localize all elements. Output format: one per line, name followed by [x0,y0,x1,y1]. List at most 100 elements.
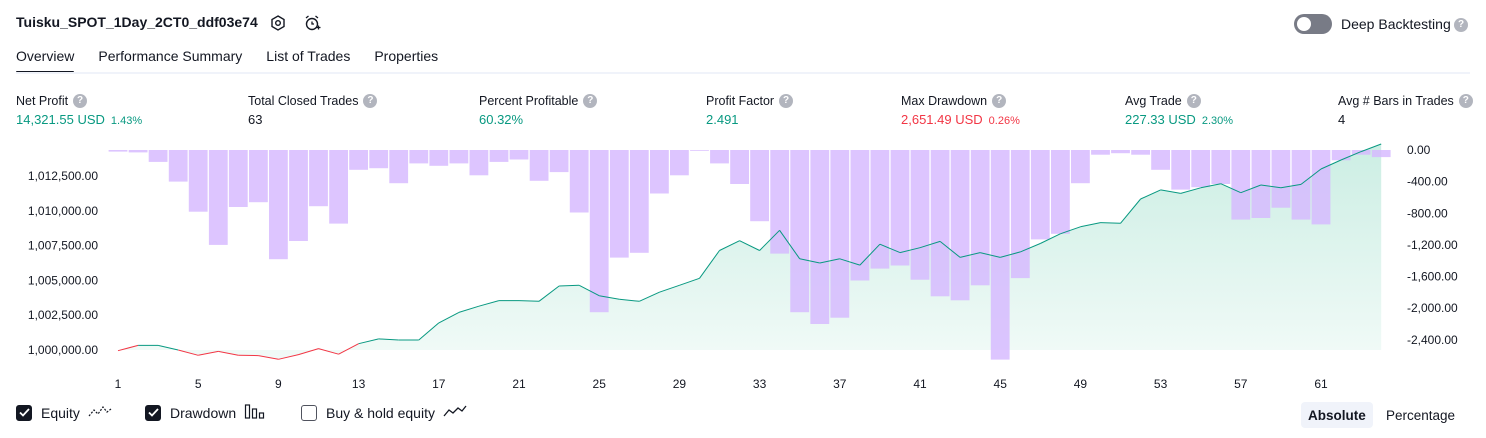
info-icon[interactable]: ? [583,94,598,108]
legend-buy-hold-equity[interactable]: Buy & hold equity [301,403,467,422]
equity-line-segment [1320,159,1342,170]
settings-icon[interactable] [268,13,288,33]
absolute-button[interactable]: Absolute [1301,402,1373,428]
left-axis-tick-label: 1,000,000.00 [28,343,98,357]
equity-line-segment [779,230,801,260]
equity-line-segment [117,344,139,352]
equity-line-segment [338,343,359,355]
x-axis-tick-label: 1 [115,377,122,391]
drawdown-bar [629,150,649,253]
stat-value: 14,321.55 USD [16,112,105,127]
stat-avg-trade: Avg Trade? 227.33 USD 2.30% [1125,94,1233,127]
x-axis-tick-label: 33 [753,377,767,391]
info-icon[interactable]: ? [1186,94,1201,108]
drawdown-bar [730,150,749,184]
x-axis-tick-label: 5 [195,377,202,391]
drawdown-bar [950,150,970,301]
percentage-button[interactable]: Percentage [1386,407,1456,423]
tab-divider [16,72,1470,74]
equity-line-segment [1200,183,1221,189]
left-axis-tick-label: 1,012,500.00 [28,169,98,183]
drawdown-bar [208,150,228,245]
x-axis-tick-label: 53 [1154,377,1168,391]
stat-label: Max Drawdown [901,94,988,108]
equity-line-segment [578,284,600,297]
drawdown-checkbox[interactable] [145,404,161,421]
equity-line-segment [1080,222,1101,228]
drawdown-bar [489,150,509,162]
legend-drawdown[interactable]: Drawdown [145,403,266,422]
drawdown-bar [850,150,870,281]
stat-percent: 1.43% [110,115,143,127]
buy-hold-label: Buy & hold equity [326,404,435,421]
equity-line-segment [1300,168,1322,185]
drawdown-bar [1351,150,1371,155]
drawdown-bar [670,150,689,176]
add-alert-icon[interactable] [302,13,322,33]
drawdown-bar [1051,150,1070,234]
deep-backtesting-toggle[interactable] [1294,14,1332,34]
equity-line-segment [1260,184,1281,189]
tab-properties[interactable]: Properties [374,48,439,64]
stat-percent: 0.26% [988,115,1020,127]
drawdown-bar [529,150,549,181]
drawdown-bar [289,150,308,241]
stat-net-profit: Net Profit? 14,321.55 USD 1.43% [16,94,142,127]
equity-line-segment [438,311,460,324]
drawdown-bar [609,150,629,258]
right-axis-tick-label: -800.00 [1407,206,1448,220]
info-icon[interactable]: ? [73,94,88,108]
tab-performance-summary[interactable]: Performance Summary [98,48,243,64]
right-axis-tick-label: -1,600.00 [1407,270,1458,284]
x-axis-tick-label: 21 [512,377,526,391]
stat-profit-factor: Profit Factor? 2.491 [706,94,794,127]
deep-backtesting-help-icon[interactable]: ? [1454,18,1468,32]
stat-label: Profit Factor [706,94,775,108]
drawdown-bar [1331,150,1351,161]
drawdown-bar [1311,150,1331,225]
drawdown-bar [650,150,669,194]
drawdown-bar [329,150,348,224]
stat-label: Net Profit [16,94,69,108]
stat-label: Percent Profitable [479,94,579,108]
stat-max-drawdown: Max Drawdown? 2,651.49 USD 0.26% [901,94,1020,127]
buy-hold-line-icon [443,403,467,422]
tab-list-of-trades[interactable]: List of Trades [266,48,351,64]
equity-line-segment [919,240,941,249]
equity-line-segment [518,300,540,302]
stat-value: 60.32% [479,112,524,127]
equity-line-segment [278,354,299,360]
equity-line-segment [859,243,881,266]
equity-line-segment [1060,226,1081,235]
stat-value: 2,651.49 USD [901,112,983,127]
equity-line-segment [198,350,219,356]
drawdown-bar [1231,150,1251,220]
equity-line-segment [839,258,861,266]
equity-checkbox[interactable] [16,404,32,421]
equity-line-segment [178,349,199,356]
buy-hold-checkbox[interactable] [301,404,317,421]
drawdown-bar [1211,150,1231,184]
equity-line-segment [899,247,921,254]
drawdown-bar [449,150,469,164]
drawdown-bar [1091,150,1110,155]
left-axis-tick-label: 1,002,500.00 [28,308,98,322]
info-icon[interactable]: ? [779,94,794,108]
stat-avg-bars-in-trades: Avg # Bars in Trades? 4 [1338,94,1473,127]
equity-line-segment [959,252,981,258]
strategy-title: Tuisku_SPOT_1Day_2CT0_ddf03e74 [16,14,258,30]
legend-equity[interactable]: Equity [16,403,112,422]
x-axis-tick-label: 45 [994,377,1008,391]
info-icon[interactable]: ? [363,94,378,108]
equity-line-segment [679,277,700,286]
info-icon[interactable]: ? [992,94,1007,108]
left-axis-tick-label: 1,005,000.00 [28,273,98,287]
drawdown-bar [309,150,328,207]
drawdown-bar [930,150,950,297]
info-icon[interactable]: ? [1458,94,1473,108]
drawdown-bar [1131,150,1150,155]
right-axis-tick-label: -2,000.00 [1407,301,1458,315]
equity-line-segment [939,241,961,258]
drawdown-bar [168,150,188,182]
